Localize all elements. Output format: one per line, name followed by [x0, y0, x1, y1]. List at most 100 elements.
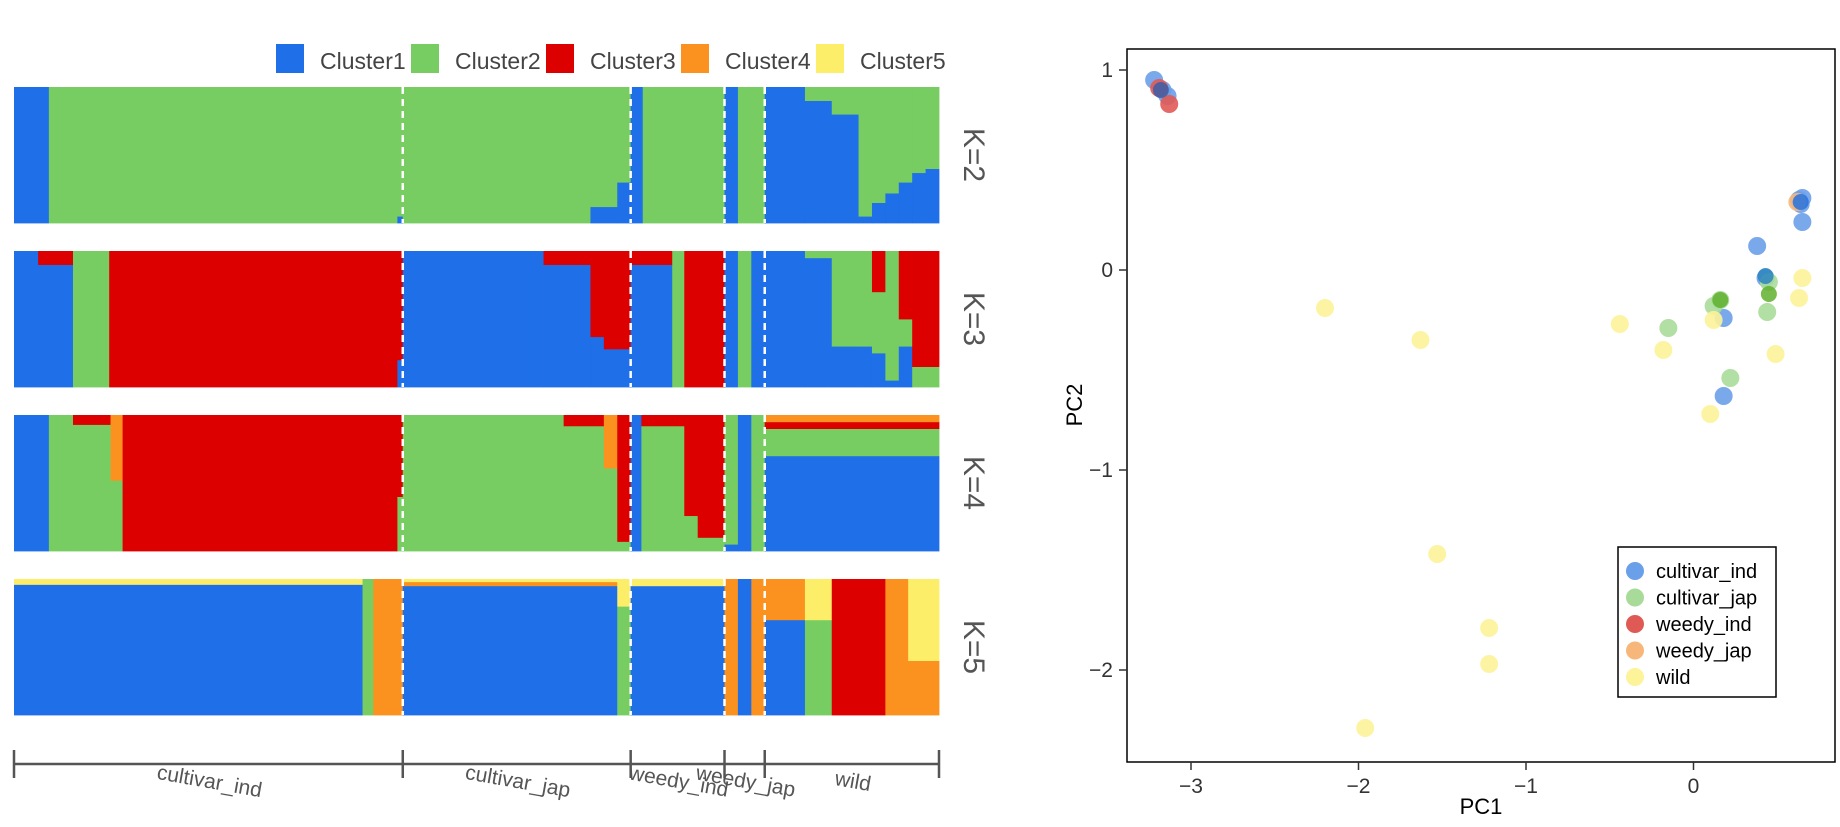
legend-swatch-cluster5: [816, 44, 844, 73]
admixture-bar: [898, 87, 913, 183]
y-tick-label: 0: [1101, 259, 1113, 282]
admixture-bar: [641, 425, 685, 552]
x-tick-label: 0: [1688, 775, 1700, 798]
pca-point-wild: [1766, 345, 1785, 363]
admixture-bar: [402, 87, 591, 224]
legend-swatch-cluster3: [546, 44, 574, 73]
admixture-bar: [871, 353, 886, 388]
admixture-bar: [804, 579, 833, 621]
admixture-bar: [110, 415, 123, 481]
legend-label-cluster3: Cluster3: [590, 48, 676, 74]
pca-point-overlap: [1712, 292, 1729, 308]
pca-point-wild: [1704, 311, 1723, 329]
admixture-bar: [764, 415, 940, 423]
pca-legend-marker-cultivar-ind: [1626, 562, 1644, 580]
pca-point-weedy-ind: [1160, 95, 1179, 113]
admixture-bar: [925, 168, 940, 224]
admixture-bar: [751, 579, 766, 716]
admixture-bar: [697, 415, 725, 538]
pca-point-wild: [1428, 545, 1447, 563]
panel-label: K=3: [957, 292, 990, 346]
admixture-bar: [617, 182, 632, 224]
admixture-bar: [397, 216, 404, 224]
admixture-bar: [630, 579, 725, 587]
admixture-bar: [724, 87, 739, 224]
admixture-bar: [885, 193, 900, 224]
admixture-bar: [402, 581, 618, 587]
pca-point-cultivar-jap: [1721, 369, 1740, 387]
admixture-bar: [751, 251, 806, 388]
admixture-bar: [109, 251, 398, 388]
pca-point-overlap: [1760, 286, 1777, 302]
legend-swatch-cluster2: [411, 44, 439, 73]
admixture-bar: [684, 415, 699, 517]
group-label: cultivar_ind: [155, 761, 264, 802]
pca-ticks: −3 −2 −1 0 1 0 −1 −2: [1089, 59, 1699, 798]
admixture-bar: [617, 541, 632, 552]
admixture-bar: [908, 660, 940, 716]
admixture-bar: [14, 584, 363, 716]
admixture-bar: [603, 251, 632, 350]
admixture-bar: [402, 579, 618, 583]
admixture-chart: Cluster1 Cluster2 Cluster3 Cluster4 Cluster5…: [12, 44, 990, 802]
admixture-bar: [630, 264, 673, 388]
pca-legend-marker-weedy-ind: [1626, 615, 1644, 633]
admixture-bar: [804, 100, 833, 224]
pca-legend-box: [1617, 546, 1777, 698]
admixture-bar: [925, 87, 940, 169]
admixture-bar: [724, 415, 739, 545]
pca-point-cultivar-ind: [1793, 213, 1812, 231]
pca-point-overlap: [1792, 194, 1809, 210]
admixture-bar: [14, 87, 50, 224]
pca-legend-marker-cultivar-jap: [1626, 588, 1644, 607]
pca-legend: cultivar_ind cultivar_jap weedy_ind weedy_j…: [1617, 546, 1777, 698]
pca-plot-frame: [1126, 48, 1836, 763]
admixture-bar: [672, 251, 685, 388]
admixture-bar: [764, 421, 940, 429]
admixture-bar: [603, 468, 618, 552]
admixture-bar: [871, 251, 886, 293]
legend-label-cluster5: Cluster5: [860, 48, 946, 74]
admixture-bar: [590, 251, 605, 338]
admixture-bar: [724, 251, 739, 388]
pca-points: [1145, 71, 1812, 737]
panel-label: K=5: [957, 620, 990, 674]
admixture-bar: [858, 346, 873, 388]
admixture-bar: [737, 251, 752, 388]
admixture-legend: Cluster1 Cluster2 Cluster3 Cluster4 Cluster5: [276, 44, 946, 74]
admixture-bar: [697, 537, 725, 552]
admixture-bar: [48, 87, 398, 224]
pca-x-axis-label: PC1: [1460, 794, 1503, 819]
panel-label: K=2: [957, 128, 990, 182]
pca-point-cultivar-jap: [1758, 303, 1777, 321]
pca-point-wild: [1701, 405, 1720, 423]
admixture-bar: [563, 415, 605, 427]
pca-point-overlap: [1152, 82, 1169, 98]
admixture-bar: [72, 251, 110, 388]
admixture-bar: [402, 585, 618, 716]
admixture-bar: [898, 182, 913, 224]
pca-legend-label: cultivar_jap: [1656, 588, 1757, 610]
admixture-bar: [764, 428, 940, 457]
pca-point-wild: [1356, 719, 1375, 737]
admixture-bar: [617, 579, 632, 607]
admixture-bar: [684, 515, 699, 552]
admixture-bar: [885, 579, 909, 716]
admixture-bar: [38, 251, 74, 265]
admixture-bar: [831, 346, 859, 388]
admixture-bar: [858, 87, 873, 217]
admixture-group-axis: cultivar_ind cultivar_jap weedy_indweedy_j…: [12, 750, 941, 802]
admixture-bar: [642, 87, 725, 224]
admixture-bar: [804, 257, 833, 388]
pca-point-overlap: [1757, 268, 1774, 284]
pca-point-wild: [1610, 315, 1629, 333]
admixture-bar: [590, 206, 618, 224]
admixture-bar: [898, 319, 913, 347]
legend-label-cluster4: Cluster4: [725, 48, 811, 74]
admixture-bar: [885, 251, 900, 381]
admixture-bar: [590, 336, 605, 388]
admixture-bar: [898, 251, 913, 320]
admixture-bar: [871, 87, 886, 203]
admixture-bar: [402, 251, 544, 388]
